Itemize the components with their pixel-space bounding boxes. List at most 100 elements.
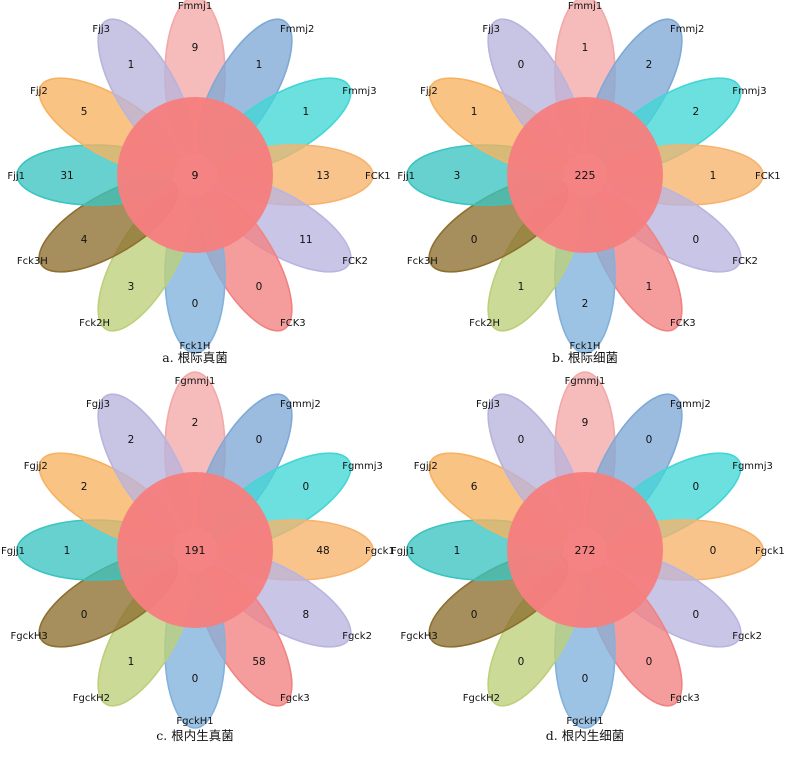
- petal-label: Fgmmj1: [175, 376, 216, 387]
- petal-count: 2: [646, 59, 653, 71]
- petal-count: 0: [192, 298, 199, 310]
- panel-caption: c. 根内生真菌: [156, 728, 233, 743]
- petal-count: 0: [710, 545, 717, 557]
- petal-count: 1: [128, 656, 135, 668]
- petal-label: Fjj1: [397, 171, 415, 182]
- petal-count: 1: [518, 281, 525, 293]
- petal-label: Fjj1: [7, 171, 25, 182]
- petal-label: Fmmj3: [342, 86, 376, 97]
- petal-count: 31: [60, 170, 73, 182]
- petal-count: 2: [128, 434, 135, 446]
- petal-count: 1: [454, 545, 461, 557]
- petal-count: 0: [693, 609, 700, 621]
- petal-label: Fgjj3: [476, 399, 500, 410]
- petal-label: FgckH1: [176, 716, 213, 727]
- petal-label: Fgck3: [670, 693, 700, 704]
- petal-count: 8: [303, 609, 310, 621]
- petal-count: 11: [299, 234, 312, 246]
- petal-label: FgckH2: [463, 693, 500, 704]
- petal-count: 1: [128, 59, 135, 71]
- petal-count: 1: [303, 106, 310, 118]
- petal-count: 0: [693, 481, 700, 493]
- petal-count: 2: [192, 417, 199, 429]
- petal-label: Fgjj3: [86, 399, 110, 410]
- petal-label: FgckH3: [11, 631, 48, 642]
- petal-label: Fck2H: [79, 318, 110, 329]
- center-count: 272: [575, 544, 596, 557]
- center-circle: [117, 472, 273, 628]
- petal-count: 0: [518, 434, 525, 446]
- petal-label: Fjj2: [30, 86, 48, 97]
- petal-label: Fgmmj2: [670, 399, 711, 410]
- petal-count: 0: [471, 609, 478, 621]
- petal-label: FgckH1: [566, 716, 603, 727]
- petal-count: 0: [256, 281, 263, 293]
- petal-label: Fck2H: [469, 318, 500, 329]
- petal-count: 2: [582, 298, 589, 310]
- petal-count: 2: [81, 481, 88, 493]
- petal-label: Fjj3: [482, 24, 500, 35]
- petal-label: FCK3: [670, 318, 696, 329]
- petal-count: 3: [454, 170, 461, 182]
- petal-label: Fck1H: [180, 341, 211, 352]
- petal-label: Fmmj1: [568, 1, 602, 12]
- center-count: 225: [575, 169, 596, 182]
- petal-label: FCK3: [280, 318, 306, 329]
- petal-count: 4: [81, 234, 88, 246]
- petal-label: Fgmmj2: [280, 399, 321, 410]
- panel-caption: d. 根内生细菌: [546, 728, 624, 743]
- petal-label: Fjj2: [420, 86, 438, 97]
- petal-label: Fmmj2: [670, 24, 704, 35]
- petal-count: 2: [693, 106, 700, 118]
- petal-count: 0: [518, 656, 525, 668]
- petal-label: Fgjj1: [391, 546, 415, 557]
- petal-label: Fgck2: [732, 631, 762, 642]
- venn-panel-3: 2 Fgmmj1 0 Fgmmj2 0 Fgmmj3 48 Fgck1 8 Fgck2 58 Fgck…: [1, 371, 395, 743]
- petal-label: Fmmj2: [280, 24, 314, 35]
- petal-label: Fgjj2: [24, 461, 48, 472]
- petal-label: Fck3H: [17, 256, 48, 267]
- petal-count: 5: [81, 106, 88, 118]
- petal-count: 48: [316, 545, 329, 557]
- venn-panel-4: 9 Fgmmj1 0 Fgmmj2 0 Fgmmj3 0 Fgck1 0 Fgck2 0 Fgck3 0…: [391, 371, 785, 743]
- petal-count: 0: [192, 673, 199, 685]
- petal-label: Fgmmj3: [342, 461, 383, 472]
- petal-count: 9: [582, 417, 589, 429]
- petal-count: 1: [582, 42, 589, 54]
- petal-label: Fgck2: [342, 631, 372, 642]
- petal-count: 3: [128, 281, 135, 293]
- petal-label: Fgmmj1: [565, 376, 606, 387]
- petal-count: 6: [471, 481, 478, 493]
- petal-count: 58: [252, 656, 265, 668]
- petal-count: 1: [64, 545, 71, 557]
- petal-count: 1: [646, 281, 653, 293]
- petal-label: Fck3H: [407, 256, 438, 267]
- petal-count: 1: [256, 59, 263, 71]
- petal-label: Fjj3: [92, 24, 110, 35]
- petal-count: 0: [582, 673, 589, 685]
- petal-label: Fmmj1: [178, 1, 212, 12]
- petal-label: Fgjj2: [414, 461, 438, 472]
- panel-caption: a. 根际真菌: [162, 350, 227, 365]
- petal-label: FCK2: [732, 256, 758, 267]
- venn-panel-2: 1 Fmmj1 2 Fmmj2 2 Fmmj3 1 FCK1 0 FCK2 1 FCK3 2 Fck1H 1…: [397, 0, 781, 365]
- center-circle: [117, 97, 273, 253]
- petal-label: Fgck3: [280, 693, 310, 704]
- petal-label: Fgck1: [755, 546, 785, 557]
- petal-label: Fgmmj3: [732, 461, 773, 472]
- petal-count: 0: [646, 434, 653, 446]
- petal-label: FgckH2: [73, 693, 110, 704]
- petal-count: 1: [710, 170, 717, 182]
- petal-label: FCK1: [755, 171, 781, 182]
- petal-count: 0: [471, 234, 478, 246]
- petal-count: 13: [316, 170, 329, 182]
- petal-count: 0: [256, 434, 263, 446]
- center-count: 9: [192, 169, 199, 182]
- petal-count: 0: [646, 656, 653, 668]
- petal-label: FCK1: [365, 171, 391, 182]
- center-circle: [507, 97, 663, 253]
- petal-count: 0: [693, 234, 700, 246]
- petal-count: 9: [192, 42, 199, 54]
- center-circle: [507, 472, 663, 628]
